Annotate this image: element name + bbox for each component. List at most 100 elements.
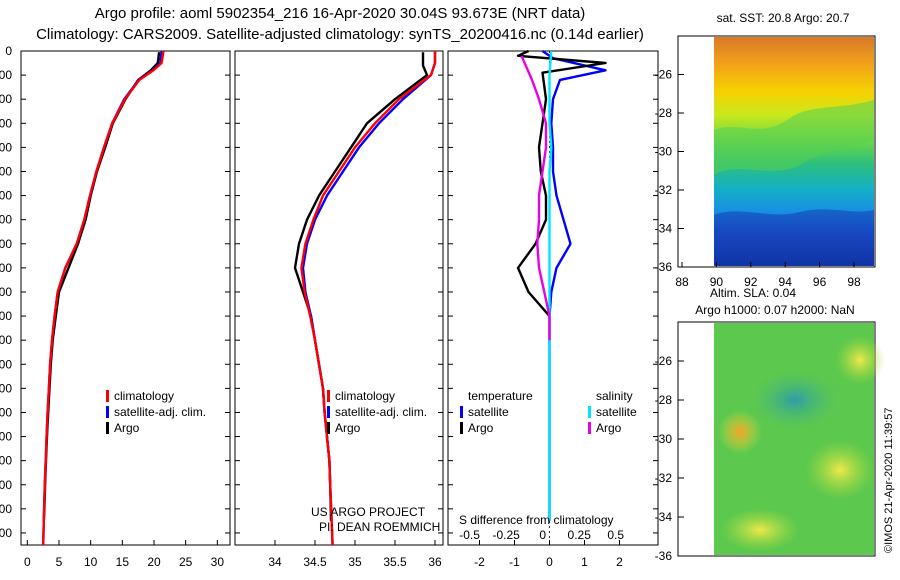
legend-label-salinity-argo: Argo [596, 421, 622, 435]
map-x-tick-label: 94 [779, 275, 793, 289]
legend-group-temperature: temperature [468, 389, 533, 403]
depth-tick-label: 1600 [0, 430, 12, 444]
salinity-x-ticks: 34 34.5 35 35.5 36 [268, 540, 442, 569]
difference-legend: temperature salinity satellite Argo sate… [460, 389, 637, 435]
depth-tick-labels: 0 100 200 300 400 500 600 700 800 900 1000 1100 1200… [0, 44, 658, 540]
difference-salinity-argo-line [520, 55, 551, 341]
s-diff-tick-label: 0.25 [568, 528, 592, 542]
salinity-argo-line [293, 52, 429, 521]
depth-tick-label: 900 [0, 261, 12, 275]
temperature-x-ticks: 0 5 10 15 20 25 30 [24, 540, 224, 569]
legend-group-salinity: salinity [596, 389, 633, 403]
depth-tick-label: 1300 [0, 357, 12, 371]
legend-swatch-climatology [106, 390, 109, 402]
map-y-tick-label: -36 [655, 260, 673, 274]
map-x-tick-label: 88 [675, 275, 689, 289]
depth-tick-label: 100 [0, 68, 12, 82]
x-tick-label: 1 [581, 555, 588, 569]
temperature-lines [42, 50, 165, 546]
sla-map-y-ticks: -26 -28 -30 -32 -34 -36 [655, 354, 684, 563]
sla-map-title: Altim. SLA: 0.04 [710, 286, 796, 300]
map-x-tick-label: 96 [813, 275, 827, 289]
depth-tick-label: 500 [0, 164, 12, 178]
depth-tick-label: 1000 [0, 285, 12, 299]
x-tick-label: 5 [56, 555, 63, 569]
map-y-tick-label: -32 [655, 183, 673, 197]
sla-high-anomaly [718, 410, 762, 454]
legend-swatch-salinity-argo [588, 422, 591, 434]
legend-label-climatology: climatology [114, 389, 174, 403]
chart-subtitle: Climatology: CARS2009. Satellite-adjuste… [36, 26, 644, 43]
legend-label-climatology: climatology [335, 389, 395, 403]
x-tick-label: -2 [474, 555, 485, 569]
depth-tick-label: 700 [0, 213, 12, 227]
difference-x-label: S difference from climatology [459, 513, 614, 527]
legend-label-temperature-argo: Argo [468, 421, 494, 435]
sst-map-y-ticks: -26 -28 -30 -32 -34 -36 [655, 68, 684, 274]
salinity-legend: climatology satellite-adj. clim. Argo [327, 389, 427, 435]
legend-label-temperature-satellite: satellite [468, 405, 509, 419]
s-diff-tick-label: -0.5 [459, 528, 480, 542]
depth-tick-label: 1500 [0, 405, 12, 419]
legend-label-salinity-satellite: satellite [596, 405, 637, 419]
map-x-tick-label: 92 [744, 275, 758, 289]
legend-swatch-satellite [106, 406, 109, 418]
sla-high-anomaly [720, 508, 800, 552]
s-diff-tick-label: 0 [539, 528, 546, 542]
x-tick-label: 30 [211, 555, 225, 569]
depth-tick-label: 1400 [0, 381, 12, 395]
map-y-tick-label: -28 [655, 393, 673, 407]
salinity-climatology-line [300, 51, 437, 546]
depth-tick-label: 1800 [0, 478, 12, 492]
legend-swatch-temperature-argo [460, 422, 463, 434]
project-annotation: US ARGO PROJECT [311, 505, 426, 519]
temperature-legend: climatology satellite-adj. clim. Argo [106, 389, 206, 435]
map-y-tick-label: -34 [655, 510, 673, 524]
difference-temperature-satellite-line [541, 50, 607, 521]
x-tick-label: 35 [348, 555, 362, 569]
temperature-climatology-line [42, 50, 165, 546]
map-y-tick-label: -34 [655, 222, 673, 236]
depth-tick-label: 1700 [0, 454, 12, 468]
map-y-tick-label: -26 [655, 68, 673, 82]
x-tick-label: 34.5 [303, 555, 327, 569]
depth-tick-label: 1100 [0, 309, 12, 323]
depth-tick-label: 0 [5, 44, 12, 58]
x-tick-label: 0 [546, 555, 553, 569]
map-y-tick-label: -36 [655, 549, 673, 563]
legend-label-satellite: satellite-adj. clim. [114, 405, 206, 419]
x-tick-label: -1 [509, 555, 520, 569]
legend-swatch-salinity-satellite [588, 406, 591, 418]
sst-green-front [714, 100, 874, 175]
salinity-satellite-adj-clim--line [301, 51, 437, 546]
temperature-argo-line [42, 52, 161, 521]
legend-label-argo: Argo [335, 421, 361, 435]
map-y-tick-label: -30 [655, 432, 673, 446]
difference-lines [516, 49, 607, 521]
temperature-axes-frame [20, 50, 231, 546]
legend-label-argo: Argo [114, 421, 140, 435]
x-tick-label: 2 [616, 555, 623, 569]
legend-swatch-argo [106, 422, 109, 434]
x-tick-label: 10 [84, 555, 98, 569]
difference-axes-frame [447, 50, 659, 546]
pi-annotation: PI: DEAN ROEMMICH [319, 520, 440, 534]
sst-cold-region [714, 209, 874, 266]
x-tick-label: 15 [116, 555, 130, 569]
sla-map-subtitle: Argo h1000: 0.07 h2000: NaN [695, 303, 854, 317]
difference-x-ticks: -2 -1 0 1 2 [474, 540, 623, 569]
map-y-tick-label: -28 [655, 106, 673, 120]
sst-map-x-ticks: 88 90 92 94 96 98 [675, 262, 861, 289]
x-tick-label: 0 [24, 555, 31, 569]
sla-low-anomaly [750, 370, 840, 430]
depth-tick-label: 300 [0, 116, 12, 130]
legend-label-satellite: satellite-adj. clim. [335, 405, 427, 419]
sst-map-title: sat. SST: 20.8 Argo: 20.7 [717, 11, 850, 25]
legend-swatch-climatology [327, 390, 330, 402]
map-y-tick-label: -26 [655, 354, 673, 368]
credit-text: ©IMOS 21-Apr-2020 11:39:57 [883, 408, 895, 553]
salinity-axes-frame [234, 50, 444, 546]
salinity-lines [293, 51, 437, 546]
sla-high-anomaly [835, 335, 885, 385]
